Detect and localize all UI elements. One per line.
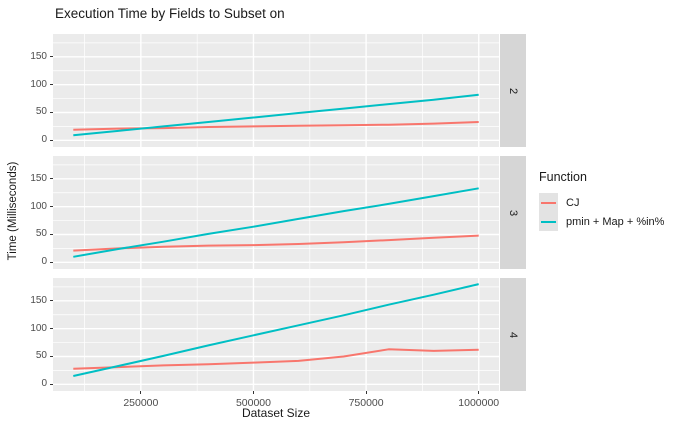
- facet-strip-label: 4: [507, 331, 519, 338]
- y-tick-label: 50: [35, 106, 47, 118]
- y-tick-mark: [50, 139, 53, 141]
- y-tick-label: 150: [30, 294, 47, 306]
- x-tick-label: 250000: [123, 397, 159, 409]
- x-tick-mark: [252, 391, 254, 394]
- y-tick-mark: [50, 383, 53, 385]
- series-line-1: [73, 93, 479, 137]
- y-tick-mark: [50, 261, 53, 263]
- facet-strip-label: 3: [507, 209, 519, 216]
- legend-key-swatch: [539, 212, 558, 231]
- facet-panel-2: [53, 34, 499, 147]
- y-tick-mark: [50, 300, 53, 302]
- legend-item-1: pmin + Map + %in%: [539, 212, 664, 231]
- x-tick-mark: [365, 391, 367, 394]
- legend-key-line: [541, 220, 556, 223]
- y-tick-mark: [50, 328, 53, 330]
- y-tick-label: 50: [35, 350, 47, 362]
- y-tick-label: 100: [30, 78, 47, 90]
- y-tick-label: 100: [30, 322, 47, 334]
- legend-item-0: CJ: [539, 193, 664, 212]
- legend-key-swatch: [539, 193, 558, 212]
- plot-title: Execution Time by Fields to Subset on: [55, 6, 285, 21]
- legend: Function CJ pmin + Map + %in%: [539, 170, 664, 231]
- legend-key-line: [541, 201, 556, 204]
- facet-panel-4: [53, 278, 499, 391]
- y-tick-mark: [50, 84, 53, 86]
- facet-panel-3: [53, 156, 499, 269]
- x-tick-label: 1000000: [458, 397, 500, 409]
- series-line-0: [73, 348, 479, 370]
- y-tick-label: 100: [30, 200, 47, 212]
- facet-strip-3: 3: [500, 156, 526, 269]
- series-line-1: [73, 187, 479, 258]
- legend-items: CJ pmin + Map + %in%: [539, 193, 664, 231]
- legend-item-label: pmin + Map + %in%: [566, 215, 665, 228]
- facet-strip-2: 2: [500, 34, 526, 147]
- series-line-0: [73, 234, 479, 252]
- facet-strip-4: 4: [500, 278, 526, 391]
- y-tick-mark: [50, 111, 53, 113]
- series-line-1: [73, 283, 479, 377]
- x-tick-mark: [478, 391, 480, 394]
- y-tick-label: 150: [30, 50, 47, 62]
- x-tick-label: 500000: [235, 397, 271, 409]
- x-axis-title: Dataset Size: [241, 406, 311, 420]
- x-tick-mark: [140, 391, 142, 394]
- y-tick-mark: [50, 206, 53, 208]
- y-tick-mark: [50, 233, 53, 235]
- facet-strip-label: 2: [507, 87, 519, 94]
- y-tick-label: 0: [41, 378, 47, 390]
- y-tick-mark: [50, 56, 53, 58]
- legend-title: Function: [539, 170, 587, 184]
- y-tick-label: 150: [30, 172, 47, 184]
- x-tick-label: 750000: [348, 397, 384, 409]
- legend-item-label: CJ: [566, 196, 580, 209]
- y-tick-label: 50: [35, 228, 47, 240]
- y-tick-mark: [50, 355, 53, 357]
- y-tick-label: 0: [41, 134, 47, 146]
- y-tick-label: 0: [41, 256, 47, 268]
- y-tick-mark: [50, 178, 53, 180]
